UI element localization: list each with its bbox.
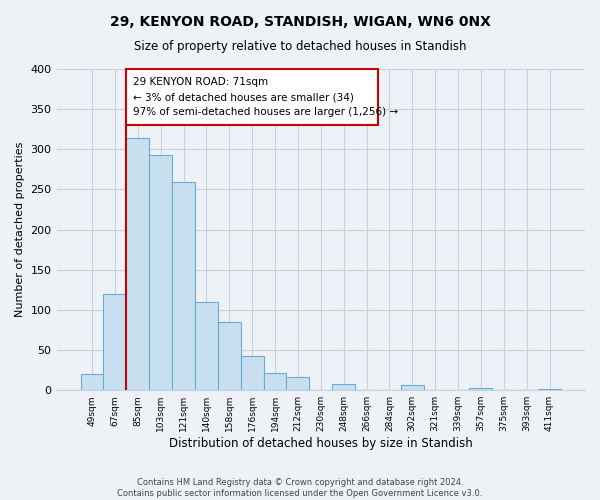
Bar [241,356,263,390]
Bar [149,155,172,390]
Bar [80,374,103,390]
FancyBboxPatch shape [127,69,378,125]
Bar [469,388,493,390]
Bar [103,294,127,390]
Bar [401,384,424,390]
Bar [218,322,241,390]
Bar [332,384,355,390]
Bar [195,302,218,390]
Bar [172,182,195,390]
Text: Contains HM Land Registry data © Crown copyright and database right 2024.
Contai: Contains HM Land Registry data © Crown c… [118,478,482,498]
Y-axis label: Number of detached properties: Number of detached properties [15,142,25,318]
X-axis label: Distribution of detached houses by size in Standish: Distribution of detached houses by size … [169,437,473,450]
Bar [286,376,310,390]
Text: Size of property relative to detached houses in Standish: Size of property relative to detached ho… [134,40,466,53]
Text: 29 KENYON ROAD: 71sqm
← 3% of detached houses are smaller (34)
97% of semi-detac: 29 KENYON ROAD: 71sqm ← 3% of detached h… [133,78,398,117]
Bar [127,138,149,390]
Bar [263,374,286,390]
Text: 29, KENYON ROAD, STANDISH, WIGAN, WN6 0NX: 29, KENYON ROAD, STANDISH, WIGAN, WN6 0N… [110,15,490,29]
Bar [538,388,561,390]
